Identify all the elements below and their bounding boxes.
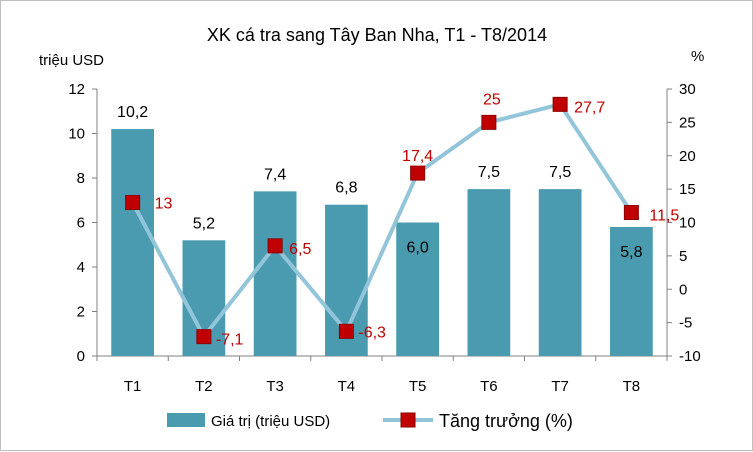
right-axis-label: % (691, 48, 704, 65)
bar-value-label: 7,5 (549, 164, 571, 181)
growth-value-label: -6,3 (358, 324, 386, 341)
line-point (267, 238, 283, 254)
bar-value-label: 5,2 (193, 215, 215, 232)
right-tick-label: -10 (679, 348, 701, 365)
left-axis-label: triệu USD (39, 52, 104, 69)
legend-bar-label: Giá trị (triệu USD) (211, 413, 330, 430)
growth-value-label: 25 (483, 91, 501, 108)
legend-line-label: Tăng trưởng (%) (439, 411, 573, 431)
line-point (196, 329, 212, 345)
x-tick-label: T7 (551, 378, 569, 395)
line-point (338, 323, 354, 339)
line-point (125, 194, 141, 210)
line-series (125, 96, 639, 345)
growth-value-label: 6,5 (289, 241, 311, 258)
right-tick-label: 30 (679, 81, 696, 98)
legend: Giá trị (triệu USD) Tăng trưởng (%) (167, 411, 573, 431)
left-tick-label: 8 (77, 170, 85, 187)
bar-value-label: 7,5 (478, 164, 500, 181)
right-tick-label: -5 (679, 315, 692, 332)
line-point (410, 165, 426, 181)
bar-value-label: 10,2 (117, 104, 148, 121)
line-point (481, 114, 497, 130)
growth-value-label: 27,7 (574, 99, 605, 116)
bar (111, 129, 154, 356)
bar (396, 222, 439, 356)
growth-value-label: 11,5 (649, 207, 679, 224)
left-tick-label: 6 (77, 215, 85, 232)
legend-marker-swatch (400, 412, 416, 428)
legend-bar-swatch (167, 413, 205, 427)
right-tick-label: 15 (679, 181, 696, 198)
right-tick-label: 10 (679, 215, 696, 232)
x-tick-label: T5 (409, 378, 427, 395)
right-tick-label: 20 (679, 148, 696, 165)
x-tick-label: T3 (266, 378, 284, 395)
left-tick-label: 10 (68, 126, 85, 143)
left-tick-label: 4 (77, 259, 85, 276)
growth-value-label: 13 (155, 195, 173, 212)
bar (253, 191, 297, 356)
right-tick-label: 0 (679, 281, 687, 298)
bar-value-label: 6,0 (407, 240, 429, 257)
line-point (623, 204, 639, 220)
x-tick-label: T8 (623, 378, 641, 395)
growth-line (130, 102, 634, 339)
x-tick-label: T4 (338, 378, 356, 395)
line-point (552, 96, 568, 112)
growth-value-label: 17,4 (402, 148, 433, 165)
left-tick-label: 2 (77, 304, 85, 321)
left-tick-label: 0 (77, 348, 85, 365)
bar-series (111, 129, 653, 356)
right-tick-label: 5 (679, 248, 687, 265)
bar-value-label: 6,8 (335, 180, 357, 197)
chart-title: XK cá tra sang Tây Ban Nha, T1 - T8/2014 (207, 25, 547, 45)
bar-value-label: 5,8 (620, 244, 642, 261)
x-tick-label: T2 (195, 378, 213, 395)
growth-value-label: -7,1 (216, 332, 244, 349)
right-tick-label: 25 (679, 114, 696, 131)
data-labels: 10,2 5,2 7,4 6,8 6,0 7,5 7,5 5,8 13 -7,1 6,5 -6,3 17… (117, 91, 679, 348)
bar (467, 189, 511, 356)
bar (610, 226, 653, 356)
x-tick-label: T6 (480, 378, 498, 395)
x-tick-label: T1 (124, 378, 142, 395)
axes: 0 2 4 6 8 10 12 -10 -5 0 5 10 15 20 25 30 T1 T2 T3 T4 T5 T6 T7… (68, 81, 700, 395)
bar-value-label: 7,4 (264, 166, 286, 183)
bar (538, 189, 582, 356)
left-tick-label: 12 (68, 81, 85, 98)
